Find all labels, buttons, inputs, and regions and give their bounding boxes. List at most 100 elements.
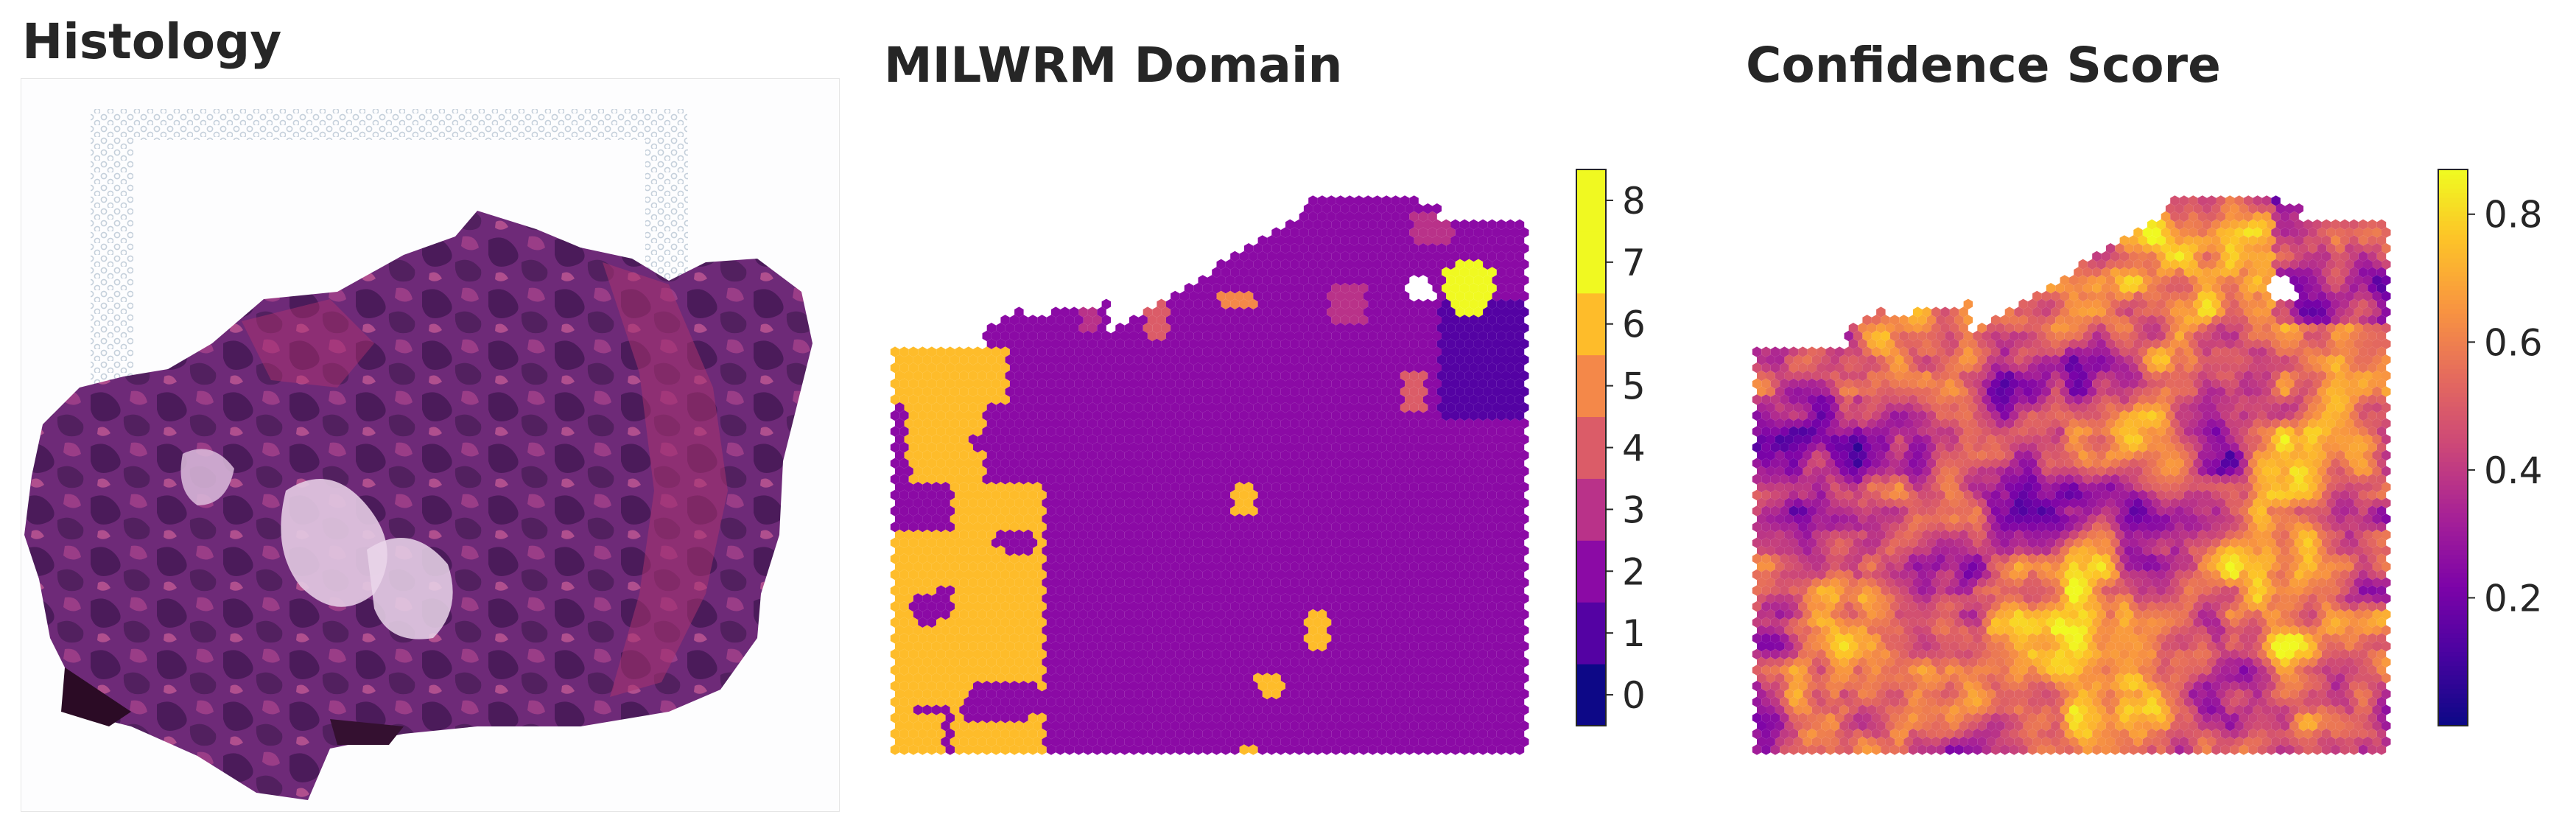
domain-spot xyxy=(1092,505,1102,516)
domain-spot xyxy=(931,673,941,684)
domain-spot xyxy=(1184,378,1194,389)
domain-spot xyxy=(1400,641,1410,652)
domain-spot xyxy=(941,688,950,700)
domain-spot xyxy=(1331,696,1341,707)
domain-spot xyxy=(1515,219,1525,230)
domain-spot xyxy=(945,426,955,437)
domain-spot xyxy=(1175,378,1185,389)
domain-spot xyxy=(1510,275,1520,286)
confidence-spot xyxy=(2211,235,2221,246)
domain-spot xyxy=(1165,426,1176,437)
domain-spot xyxy=(1308,370,1318,382)
confidence-spot xyxy=(1936,330,1945,342)
domain-spot xyxy=(1436,514,1447,525)
domain-spot xyxy=(1473,625,1484,636)
domain-spot xyxy=(1492,306,1501,318)
domain-spot xyxy=(1395,601,1405,612)
domain-spot xyxy=(1377,315,1387,326)
domain-spot xyxy=(1037,744,1047,755)
domain-spot xyxy=(996,449,1006,461)
confidence-spot xyxy=(2014,323,2024,334)
domain-spot xyxy=(1436,561,1447,572)
domain-spot xyxy=(1198,545,1207,556)
domain-spot xyxy=(1391,434,1400,445)
domain-spot xyxy=(1294,665,1304,676)
domain-spot xyxy=(1111,426,1120,437)
domain-spot xyxy=(1257,298,1268,309)
domain-spot xyxy=(1267,394,1277,405)
domain-spot xyxy=(1225,259,1235,270)
domain-spot xyxy=(904,497,913,508)
domain-spot xyxy=(1340,378,1350,389)
domain-spot xyxy=(1354,211,1364,222)
confidence-spot xyxy=(2372,338,2382,349)
confidence-spot xyxy=(2183,235,2194,246)
domain-spot xyxy=(1377,665,1387,676)
domain-spot xyxy=(1506,330,1515,342)
domain-spot xyxy=(1069,370,1079,382)
domain-spot xyxy=(1432,346,1442,357)
domain-spot xyxy=(1147,489,1157,501)
domain-spot xyxy=(1442,553,1451,564)
domain-spot xyxy=(1280,561,1291,572)
domain-spot xyxy=(1051,370,1061,382)
domain-spot xyxy=(1322,250,1332,262)
domain-spot xyxy=(1207,529,1217,541)
domain-spot xyxy=(1097,721,1106,732)
confidence-spot xyxy=(2317,227,2327,238)
domain-spot xyxy=(1230,346,1240,357)
confidence-spot xyxy=(2285,267,2295,278)
domain-spot xyxy=(1171,402,1180,413)
domain-spot xyxy=(1249,537,1258,548)
domain-spot xyxy=(1473,370,1484,382)
confidence-spot xyxy=(2074,346,2083,357)
confidence-spot xyxy=(2110,330,2120,342)
domain-spot xyxy=(1386,394,1396,405)
domain-spot xyxy=(1501,259,1511,270)
domain-spot xyxy=(1129,505,1139,516)
domain-spot xyxy=(1257,458,1268,469)
domain-spot xyxy=(890,728,900,740)
domain-spot xyxy=(1469,569,1478,581)
domain-spot xyxy=(1510,704,1520,715)
domain-spot xyxy=(1225,641,1235,652)
domain-spot xyxy=(1336,529,1345,541)
domain-spot xyxy=(1028,537,1038,548)
domain-spot xyxy=(1212,522,1221,533)
domain-spot xyxy=(1161,688,1171,700)
confidence-spot xyxy=(2257,235,2267,246)
domain-spot xyxy=(1478,330,1488,342)
domain-spot xyxy=(1391,593,1400,604)
domain-spot xyxy=(1239,267,1249,278)
confidence-spot xyxy=(2004,354,2015,365)
domain-spot xyxy=(1074,315,1084,326)
domain-spot xyxy=(1340,283,1350,294)
domain-spot xyxy=(1014,593,1024,604)
domain-spot xyxy=(1377,522,1387,533)
domain-spot xyxy=(1207,688,1217,700)
domain-spot xyxy=(978,497,987,508)
domain-spot xyxy=(1354,370,1364,382)
domain-spot xyxy=(1395,712,1405,723)
confidence-spot xyxy=(2267,250,2276,262)
domain-spot xyxy=(1023,466,1033,477)
domain-spot xyxy=(986,466,997,477)
domain-spot xyxy=(1436,466,1447,477)
confidence-spot xyxy=(2082,298,2093,309)
domain-spot xyxy=(1147,394,1157,405)
domain-spot xyxy=(1358,696,1369,707)
domain-spot xyxy=(1111,362,1120,374)
domain-spot xyxy=(950,370,960,382)
domain-spot xyxy=(1033,402,1042,413)
confidence-spot xyxy=(2243,338,2253,349)
domain-spot xyxy=(1377,219,1387,230)
domain-spot xyxy=(936,346,946,357)
domain-spot xyxy=(1101,298,1112,309)
domain-spot xyxy=(1184,298,1194,309)
domain-spot xyxy=(1152,323,1162,334)
domain-spot xyxy=(1257,569,1268,581)
domain-spot xyxy=(1157,298,1166,309)
domain-spot xyxy=(1051,497,1061,508)
domain-spot xyxy=(1005,514,1015,525)
domain-spot xyxy=(1464,449,1474,461)
